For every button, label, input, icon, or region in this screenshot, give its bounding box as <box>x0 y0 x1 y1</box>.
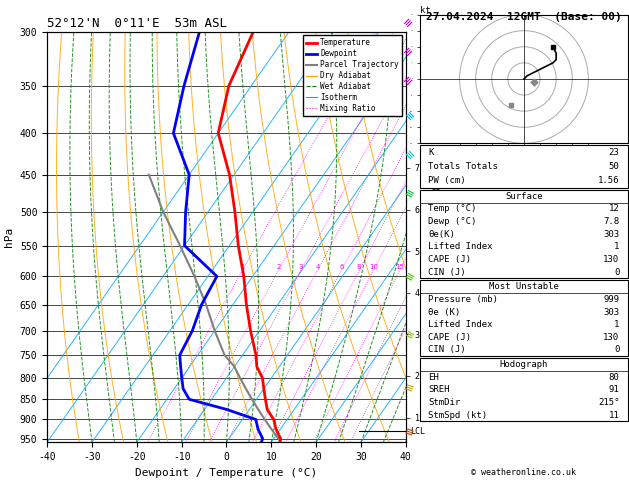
Y-axis label: hPa: hPa <box>4 227 14 247</box>
Text: 4: 4 <box>315 264 320 270</box>
Text: θe (K): θe (K) <box>428 308 460 316</box>
Text: ≡: ≡ <box>402 73 416 87</box>
Text: 1: 1 <box>614 320 620 329</box>
Text: 8: 8 <box>357 264 362 270</box>
Text: CIN (J): CIN (J) <box>428 346 466 354</box>
Text: 91: 91 <box>609 385 620 394</box>
Text: Hodograph: Hodograph <box>500 360 548 369</box>
Text: 215°: 215° <box>598 398 620 407</box>
Text: 80: 80 <box>609 373 620 382</box>
Text: 3: 3 <box>299 264 303 270</box>
Text: ≡: ≡ <box>403 270 415 284</box>
Text: © weatheronline.co.uk: © weatheronline.co.uk <box>472 468 576 477</box>
Text: LCL: LCL <box>410 427 425 435</box>
Text: 6: 6 <box>339 264 344 270</box>
Text: CIN (J): CIN (J) <box>428 268 466 277</box>
Text: Totals Totals: Totals Totals <box>428 162 498 171</box>
Text: ≡: ≡ <box>402 15 416 29</box>
Text: CAPE (J): CAPE (J) <box>428 255 472 264</box>
Text: ≡: ≡ <box>403 188 415 201</box>
Text: 0: 0 <box>614 268 620 277</box>
Text: Pressure (mb): Pressure (mb) <box>428 295 498 304</box>
Text: θe(K): θe(K) <box>428 230 455 239</box>
Legend: Temperature, Dewpoint, Parcel Trajectory, Dry Adiabat, Wet Adiabat, Isotherm, Mi: Temperature, Dewpoint, Parcel Trajectory… <box>303 35 402 116</box>
Text: 50: 50 <box>609 162 620 171</box>
Text: ≡: ≡ <box>402 44 416 58</box>
Text: 10: 10 <box>369 264 378 270</box>
Text: 7.8: 7.8 <box>603 217 620 226</box>
Text: 130: 130 <box>603 333 620 342</box>
Text: 52°12'N  0°11'E  53m ASL: 52°12'N 0°11'E 53m ASL <box>47 17 227 31</box>
Text: 23: 23 <box>609 148 620 157</box>
FancyBboxPatch shape <box>420 190 628 278</box>
Text: PW (cm): PW (cm) <box>428 176 466 186</box>
Text: SREH: SREH <box>428 385 450 394</box>
Text: K: K <box>428 148 434 157</box>
Text: ≡: ≡ <box>402 149 416 162</box>
Text: ≡: ≡ <box>402 110 416 123</box>
Text: Lifted Index: Lifted Index <box>428 243 493 251</box>
Text: Dewp (°C): Dewp (°C) <box>428 217 477 226</box>
Text: ≡: ≡ <box>403 382 415 395</box>
Text: 130: 130 <box>603 255 620 264</box>
Y-axis label: km
ASL: km ASL <box>423 228 444 246</box>
Text: 1.56: 1.56 <box>598 176 620 186</box>
Text: 999: 999 <box>603 295 620 304</box>
FancyBboxPatch shape <box>420 358 628 421</box>
Text: Temp (°C): Temp (°C) <box>428 205 477 213</box>
Text: StmSpd (kt): StmSpd (kt) <box>428 411 487 419</box>
Text: ≡: ≡ <box>403 329 415 342</box>
Text: Most Unstable: Most Unstable <box>489 282 559 291</box>
X-axis label: Dewpoint / Temperature (°C): Dewpoint / Temperature (°C) <box>135 468 318 478</box>
Text: 1: 1 <box>240 264 245 270</box>
Text: CAPE (J): CAPE (J) <box>428 333 472 342</box>
Text: 11: 11 <box>609 411 620 419</box>
FancyBboxPatch shape <box>420 280 628 356</box>
FancyBboxPatch shape <box>420 145 628 188</box>
Text: EH: EH <box>428 373 439 382</box>
Text: 2: 2 <box>276 264 281 270</box>
Text: 303: 303 <box>603 308 620 316</box>
Text: 0: 0 <box>614 346 620 354</box>
Text: Lifted Index: Lifted Index <box>428 320 493 329</box>
Text: 303: 303 <box>603 230 620 239</box>
Text: 27.04.2024  12GMT  (Base: 00): 27.04.2024 12GMT (Base: 00) <box>426 12 622 22</box>
Text: 15: 15 <box>395 264 404 270</box>
Text: kt: kt <box>420 5 431 15</box>
Text: StmDir: StmDir <box>428 398 460 407</box>
Text: Surface: Surface <box>505 192 543 201</box>
Text: Mixing Ratio (g/kg): Mixing Ratio (g/kg) <box>433 186 442 288</box>
Text: 1: 1 <box>614 243 620 251</box>
Text: ≡: ≡ <box>403 426 415 439</box>
Text: 12: 12 <box>609 205 620 213</box>
